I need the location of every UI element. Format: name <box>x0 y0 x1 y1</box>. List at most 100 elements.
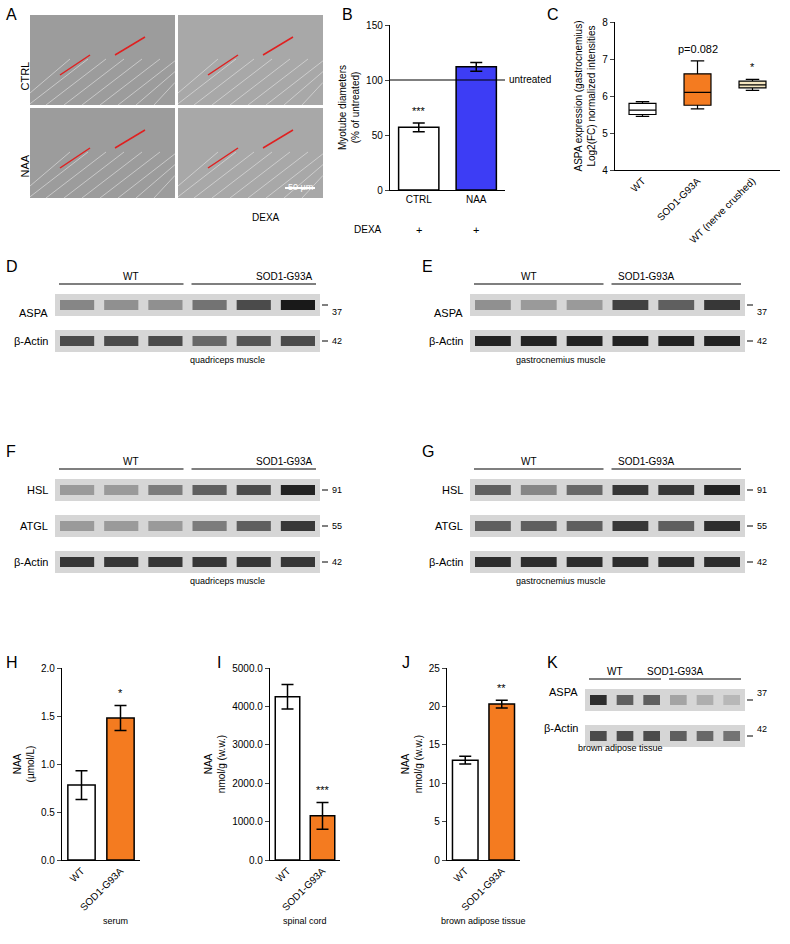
svg-text:WT: WT <box>451 865 470 884</box>
svg-text:100: 100 <box>366 75 383 86</box>
svg-text:5: 5 <box>602 128 608 139</box>
svg-text:37: 37 <box>332 307 342 317</box>
svg-text:ASPA: ASPA <box>19 307 48 319</box>
svg-text:quadriceps muscle: quadriceps muscle <box>190 576 265 586</box>
svg-text:91: 91 <box>757 485 767 495</box>
svg-text:WT: WT <box>123 271 139 282</box>
svg-text:SOD1-G93A: SOD1-G93A <box>647 666 703 677</box>
svg-text:0: 0 <box>377 185 383 196</box>
svg-text:SOD1-G93A: SOD1-G93A <box>655 175 703 223</box>
svg-text:**: ** <box>497 682 506 694</box>
svg-text:8: 8 <box>602 17 608 28</box>
svg-text:brown adipose tissue: brown adipose tissue <box>578 743 663 753</box>
svg-text:C: C <box>547 6 559 23</box>
svg-text:CTRL: CTRL <box>406 194 433 205</box>
svg-text:NAAnmol/g (w.w.): NAAnmol/g (w.w.) <box>400 735 424 793</box>
svg-text:NAAnmol/g (w.w.): NAAnmol/g (w.w.) <box>203 735 227 793</box>
svg-text:150: 150 <box>366 20 383 31</box>
svg-text:2000.0: 2000.0 <box>232 778 263 789</box>
svg-text:NAA(µmol/L): NAA(µmol/L) <box>12 746 36 783</box>
svg-text:6: 6 <box>602 91 608 102</box>
svg-text:7: 7 <box>602 54 608 65</box>
svg-text:91: 91 <box>332 485 342 495</box>
svg-text:42: 42 <box>757 724 767 734</box>
svg-text:2.0: 2.0 <box>41 663 55 674</box>
svg-text:5000.0: 5000.0 <box>232 663 263 674</box>
svg-text:F: F <box>6 443 16 460</box>
svg-text:I: I <box>217 654 221 671</box>
svg-text:+: + <box>473 224 479 236</box>
svg-text:NAA: NAA <box>19 154 31 177</box>
svg-text:HSL: HSL <box>27 484 48 496</box>
svg-text:E: E <box>422 258 433 275</box>
svg-text:10: 10 <box>429 778 441 789</box>
svg-text:D: D <box>6 258 18 275</box>
svg-text:0.0: 0.0 <box>249 855 263 866</box>
svg-text:Myotube diameters(% of untreat: Myotube diameters(% of untreated) <box>337 65 361 150</box>
svg-text:25: 25 <box>429 663 441 674</box>
svg-text:5: 5 <box>434 816 440 827</box>
svg-text:β-Actin: β-Actin <box>14 556 48 568</box>
svg-text:37: 37 <box>757 307 767 317</box>
svg-text:3000.0: 3000.0 <box>232 739 263 750</box>
svg-text:ASPA: ASPA <box>549 686 578 698</box>
svg-text:β-Actin: β-Actin <box>14 335 48 347</box>
svg-text:DEXA: DEXA <box>252 212 280 223</box>
svg-text:WT: WT <box>123 456 139 467</box>
svg-text:42: 42 <box>757 557 767 567</box>
svg-text:1000.0: 1000.0 <box>232 816 263 827</box>
svg-text:DEXA: DEXA <box>354 224 382 235</box>
svg-text:*: * <box>750 61 755 73</box>
svg-text:β-Actin: β-Actin <box>429 335 463 347</box>
svg-text:4: 4 <box>602 165 608 176</box>
svg-text:HSL: HSL <box>442 484 463 496</box>
svg-text:37: 37 <box>757 688 767 698</box>
svg-text:55: 55 <box>332 521 342 531</box>
svg-text:G: G <box>422 443 434 460</box>
svg-text:SOD1-G93A: SOD1-G93A <box>618 456 674 467</box>
svg-text:*: * <box>118 687 123 699</box>
svg-text:42: 42 <box>332 336 342 346</box>
svg-text:0.5: 0.5 <box>41 807 55 818</box>
svg-text:50: 50 <box>372 130 384 141</box>
svg-text:untreated: untreated <box>509 74 551 85</box>
svg-text:gastrocnemius muscle: gastrocnemius muscle <box>516 355 606 365</box>
svg-text:brown adipose tissue: brown adipose tissue <box>441 916 526 926</box>
svg-text:NAA: NAA <box>466 194 487 205</box>
svg-text:1.0: 1.0 <box>41 759 55 770</box>
svg-text:50 µm: 50 µm <box>288 182 313 192</box>
svg-text:H: H <box>6 654 18 671</box>
svg-text:SOD1-G93A: SOD1-G93A <box>78 865 126 913</box>
svg-text:gastrocnemius muscle: gastrocnemius muscle <box>516 576 606 586</box>
svg-text:ATGL: ATGL <box>435 520 463 532</box>
svg-text:42: 42 <box>757 336 767 346</box>
svg-text:WT: WT <box>68 865 87 884</box>
svg-text:1.5: 1.5 <box>41 711 55 722</box>
svg-text:0: 0 <box>434 855 440 866</box>
svg-text:serum: serum <box>103 916 128 926</box>
svg-text:55: 55 <box>757 521 767 531</box>
svg-text:WT: WT <box>629 175 648 194</box>
svg-text:ATGL: ATGL <box>20 520 48 532</box>
svg-text:SOD1-G93A: SOD1-G93A <box>256 456 312 467</box>
svg-text:ASPA expression (gastrocnemius: ASPA expression (gastrocnemius)Log2(FC) … <box>573 21 597 172</box>
svg-text:B: B <box>342 6 353 23</box>
svg-text:p=0.082: p=0.082 <box>678 43 718 55</box>
svg-text:WT: WT <box>521 271 537 282</box>
svg-text:WT: WT <box>274 865 293 884</box>
svg-text:20: 20 <box>429 701 441 712</box>
svg-text:WT (nerve crushed): WT (nerve crushed) <box>687 175 757 245</box>
svg-text:β-Actin: β-Actin <box>544 722 578 734</box>
svg-text:quadriceps muscle: quadriceps muscle <box>190 355 265 365</box>
svg-text:15: 15 <box>429 739 441 750</box>
svg-text:SOD1-G93A: SOD1-G93A <box>256 271 312 282</box>
svg-text:0.0: 0.0 <box>41 855 55 866</box>
svg-text:42: 42 <box>332 557 342 567</box>
svg-text:K: K <box>547 654 558 671</box>
svg-text:SOD1-G93A: SOD1-G93A <box>459 865 507 913</box>
svg-text:spinal cord: spinal cord <box>283 916 327 926</box>
svg-text:CTRL: CTRL <box>19 62 31 91</box>
svg-text:SOD1-G93A: SOD1-G93A <box>618 271 674 282</box>
svg-text:WT: WT <box>521 456 537 467</box>
svg-text:SOD1-G93A: SOD1-G93A <box>280 865 328 913</box>
